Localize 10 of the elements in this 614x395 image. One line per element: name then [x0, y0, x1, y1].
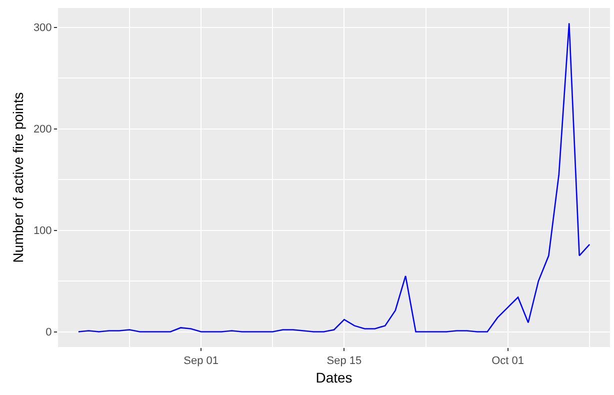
line-series	[78, 22, 590, 332]
y-tick-label: 200	[33, 124, 52, 136]
y-tick-label: 300	[33, 22, 52, 34]
x-tick-label: Sep 01	[184, 355, 219, 368]
x-tick-label: Oct 01	[492, 355, 524, 368]
y-tick-label: 100	[33, 225, 52, 238]
y-tick-label: 0	[46, 326, 52, 339]
x-axis-title: Dates	[316, 370, 352, 386]
x-tick-label: Sep 15	[326, 355, 362, 368]
y-axis-title: Number of active fire points	[10, 92, 26, 263]
